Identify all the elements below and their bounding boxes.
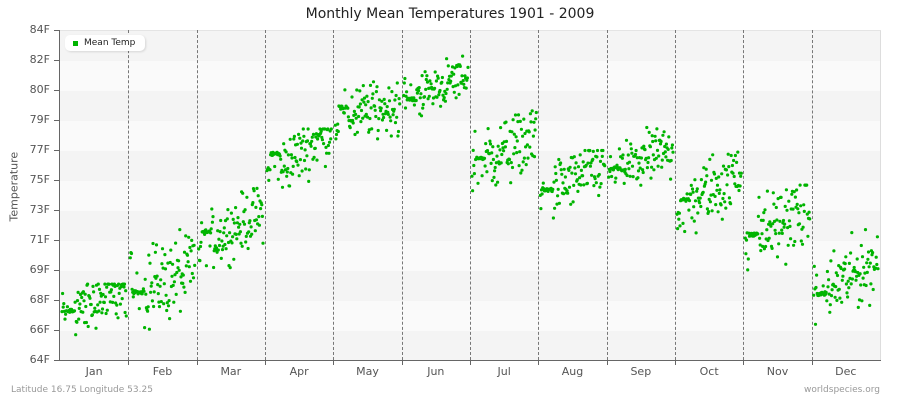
y-tick-label: 79F [29, 113, 50, 126]
x-tick [470, 361, 471, 365]
square-marker-icon [73, 40, 78, 46]
legend-label: Mean Temp [84, 38, 136, 48]
chart-title: Monthly Mean Temperatures 1901 - 2009 [305, 6, 595, 22]
month-separator [265, 30, 266, 360]
y-tick-label: 75F [29, 173, 50, 186]
footer-coordinates: Latitude 16.75 Longitude 53.25 [11, 385, 153, 395]
month-separator [607, 30, 608, 360]
month-separator [812, 30, 813, 360]
x-tick-label: Jan [85, 365, 103, 378]
y-tick-label: 69F [29, 263, 50, 276]
y-tick-label: 71F [29, 233, 50, 246]
y-tick [54, 60, 59, 61]
footer-source: worldspecies.org [803, 385, 880, 395]
y-tick [54, 360, 59, 361]
y-tick-label: 77F [29, 143, 50, 156]
x-tick-label: Sep [630, 365, 652, 378]
month-separator [197, 30, 198, 360]
x-tick [265, 361, 266, 365]
legend: Mean Temp [65, 35, 146, 51]
y-tick [54, 30, 59, 31]
y-tick [54, 150, 59, 151]
y-tick [54, 180, 59, 181]
month-separator [402, 30, 403, 360]
y-tick [54, 90, 59, 91]
y-tick [54, 270, 59, 271]
month-separator [333, 30, 334, 360]
y-tick-label: 73F [29, 203, 50, 216]
y-tick-label: 66F [29, 323, 50, 336]
x-axis-line [59, 360, 881, 361]
y-tick [54, 300, 59, 301]
month-separator [675, 30, 676, 360]
y-tick-label: 68F [29, 293, 50, 306]
x-tick-label: Aug [561, 365, 584, 378]
x-tick [607, 361, 608, 365]
month-separator [538, 30, 539, 360]
x-tick [128, 361, 129, 365]
month-separator [470, 30, 471, 360]
y-tick-label: 80F [29, 83, 50, 96]
x-tick-label: Oct [699, 365, 719, 378]
x-tick [538, 361, 539, 365]
x-tick [402, 361, 403, 365]
y-tick [54, 330, 59, 331]
x-tick-label: Apr [289, 365, 309, 378]
y-tick-label: 64F [29, 353, 50, 366]
x-tick-label: Mar [220, 365, 242, 378]
x-tick-label: Jun [427, 365, 445, 378]
y-tick [54, 120, 59, 121]
month-separator [743, 30, 744, 360]
month-separator [128, 30, 129, 360]
x-tick-label: Jul [497, 365, 511, 378]
x-tick-label: Nov [766, 365, 789, 378]
y-tick-label: 82F [29, 53, 50, 66]
x-tick [197, 361, 198, 365]
y-tick-label: 84F [29, 23, 50, 36]
x-tick [743, 361, 744, 365]
y-axis-line [59, 30, 60, 361]
y-tick [54, 240, 59, 241]
x-tick-label: Dec [835, 365, 857, 378]
y-tick [54, 210, 59, 211]
x-tick [675, 361, 676, 365]
x-tick-label: Feb [152, 365, 173, 378]
x-tick [812, 361, 813, 365]
x-tick [333, 361, 334, 365]
x-tick-label: May [356, 365, 379, 378]
